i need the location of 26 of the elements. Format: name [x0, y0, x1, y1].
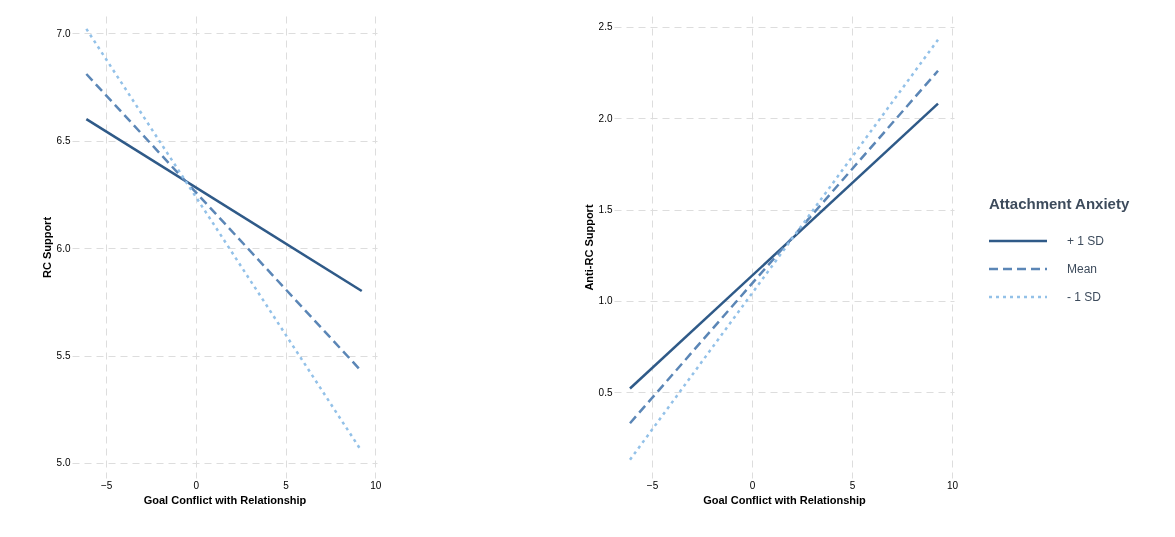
x-axis-title: Goal Conflict with Relationship — [143, 493, 307, 506]
x-tick-label: 5 — [283, 479, 290, 491]
y-tick-label: 1.0 — [598, 295, 613, 307]
y-tick-label: 6.0 — [56, 242, 71, 254]
x-tick-label: 10 — [370, 479, 382, 491]
y-axis-title: RC Support — [40, 216, 53, 279]
y-tick-label: 6.5 — [56, 135, 71, 147]
x-axis-title: Goal Conflict with Relationship — [703, 493, 867, 506]
legend-label: + 1 SD — [1067, 234, 1105, 248]
x-tick-label: 0 — [749, 479, 756, 491]
y-tick-label: 2.0 — [598, 112, 613, 124]
y-axis-title: Anti-RC Support — [582, 204, 595, 291]
y-tick-label: 5.5 — [56, 350, 71, 362]
x-tick-label: 5 — [849, 479, 856, 491]
y-tick-label: 2.5 — [598, 21, 613, 33]
y-tick-label: 7.0 — [56, 27, 71, 39]
legend-label: - 1 SD — [1067, 290, 1102, 304]
y-tick-label: 5.0 — [56, 457, 71, 469]
x-tick-label: 10 — [946, 479, 959, 491]
x-tick-label: 0 — [193, 479, 200, 491]
y-tick-label: 1.5 — [598, 204, 613, 216]
x-tick-label: −5 — [646, 479, 659, 491]
legend-label: Mean — [1067, 262, 1098, 276]
y-tick-label: 0.5 — [598, 386, 613, 398]
x-tick-label: −5 — [100, 479, 113, 491]
legend-title: Attachment Anxiety — [989, 195, 1130, 212]
